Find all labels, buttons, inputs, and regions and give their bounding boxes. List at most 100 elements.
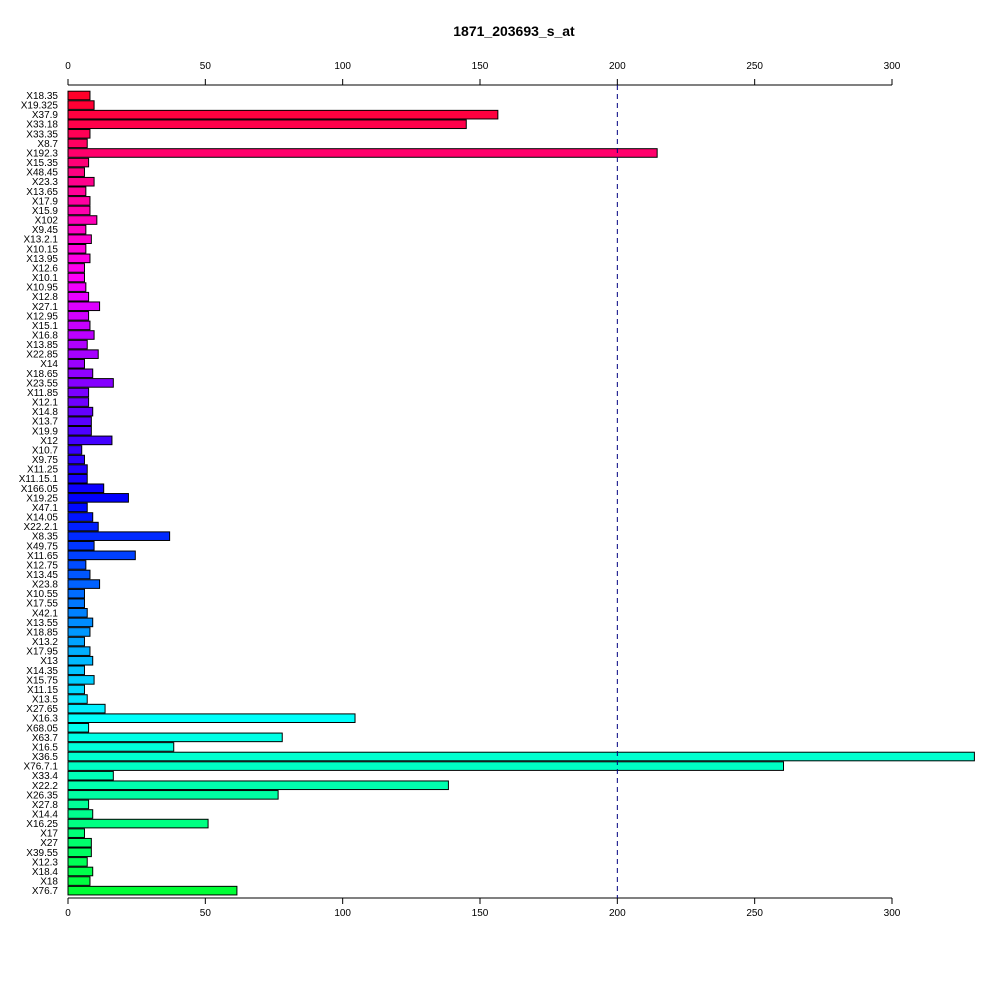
bar xyxy=(67,263,85,273)
category-label: X18.85 xyxy=(26,627,58,638)
bar xyxy=(67,837,92,848)
category-label: X13.45 xyxy=(26,570,58,581)
category-labels: X18.35X19.325X37.9X33.18X33.35X8.7X192.3… xyxy=(19,91,59,897)
x-tick-label: 0 xyxy=(65,61,71,72)
category-label: X12 xyxy=(40,436,58,447)
x-tick-label: 250 xyxy=(746,61,763,72)
category-label: X63.7 xyxy=(32,733,59,744)
category-label: X13.55 xyxy=(26,618,58,629)
category-label: X12.8 xyxy=(32,292,59,303)
category-label: X76.7 xyxy=(32,886,59,897)
bar xyxy=(67,157,90,168)
bar xyxy=(67,722,90,733)
category-label: X192.3 xyxy=(26,148,58,159)
category-label: X17.95 xyxy=(26,647,58,658)
bar xyxy=(67,857,88,867)
bar xyxy=(67,119,467,130)
bar xyxy=(67,684,85,695)
category-label: X17.55 xyxy=(26,599,58,610)
category-label: X12.6 xyxy=(32,263,59,274)
bar xyxy=(67,205,91,216)
category-label: X13.2.1 xyxy=(24,235,59,246)
bar xyxy=(67,148,658,158)
bar xyxy=(67,129,91,139)
bar xyxy=(67,608,88,618)
category-label: X15.9 xyxy=(32,206,59,217)
bar xyxy=(67,828,85,838)
category-label: X16.5 xyxy=(32,742,59,753)
bar xyxy=(67,790,279,800)
bar xyxy=(67,617,94,628)
category-label: X12.95 xyxy=(26,311,58,322)
category-label: X13.7 xyxy=(32,417,59,428)
bar xyxy=(67,109,499,120)
bar xyxy=(67,291,90,302)
category-label: X33.35 xyxy=(26,129,58,140)
category-label: X18.35 xyxy=(26,91,58,102)
bar xyxy=(67,90,91,101)
category-label: X22.85 xyxy=(26,350,58,361)
bar xyxy=(67,569,91,580)
bar xyxy=(67,531,171,541)
bar xyxy=(67,799,90,810)
category-label: X8.35 xyxy=(32,532,59,543)
category-label: X16.3 xyxy=(32,714,59,725)
bar xyxy=(67,847,92,858)
bar xyxy=(67,349,99,359)
category-label: X10.7 xyxy=(32,445,59,456)
category-label: X16.25 xyxy=(26,819,58,830)
bar xyxy=(67,138,88,149)
x-tick-label: 100 xyxy=(334,61,351,72)
bar xyxy=(67,176,95,187)
category-label: X10.95 xyxy=(26,283,58,294)
bar xyxy=(67,713,356,724)
category-label: X49.75 xyxy=(26,541,58,552)
category-label: X13 xyxy=(40,656,58,667)
x-tick-label: 50 xyxy=(200,61,212,72)
bar xyxy=(67,196,91,206)
bar xyxy=(67,272,85,283)
category-label: X12.75 xyxy=(26,560,58,571)
bar xyxy=(67,435,113,446)
bar xyxy=(67,703,106,714)
category-label: X15.75 xyxy=(26,675,58,686)
category-label: X48.45 xyxy=(26,168,58,179)
bar xyxy=(67,426,92,436)
bar xyxy=(67,540,95,551)
bar xyxy=(67,311,90,321)
chart-title: 1871_203693_s_at xyxy=(453,23,575,39)
category-label: X42.1 xyxy=(32,608,59,619)
category-label: X8.7 xyxy=(37,139,58,150)
bar xyxy=(67,253,91,264)
x-tick-label: 50 xyxy=(200,908,212,919)
bar xyxy=(67,473,88,484)
category-label: X23.3 xyxy=(32,177,59,188)
category-label: X68.05 xyxy=(26,723,58,734)
bar xyxy=(67,378,114,388)
bar xyxy=(67,550,136,561)
category-label: X13.65 xyxy=(26,187,58,198)
bar xyxy=(67,416,92,427)
bar xyxy=(67,234,92,244)
category-label: X18.4 xyxy=(32,867,59,878)
bar xyxy=(67,627,91,637)
bar xyxy=(67,521,99,532)
category-label: X33.18 xyxy=(26,120,58,131)
bar xyxy=(67,636,85,647)
bar xyxy=(67,588,85,599)
bar xyxy=(67,224,87,235)
category-label: X19.325 xyxy=(21,101,59,112)
category-label: X13.2 xyxy=(32,637,59,648)
category-label: X17 xyxy=(40,829,58,840)
category-label: X22.2 xyxy=(32,781,59,792)
category-label: X76.7.1 xyxy=(24,762,59,773)
category-label: X11.15.1 xyxy=(19,474,59,485)
bar xyxy=(67,397,90,407)
x-tick-label: 100 xyxy=(334,908,351,919)
bar xyxy=(67,818,209,829)
x-axis-bottom: 0 50 100 150 200 250 300 xyxy=(65,897,901,919)
bar xyxy=(67,387,90,398)
bar xyxy=(67,742,175,752)
bar xyxy=(67,560,87,570)
bar xyxy=(67,100,95,110)
